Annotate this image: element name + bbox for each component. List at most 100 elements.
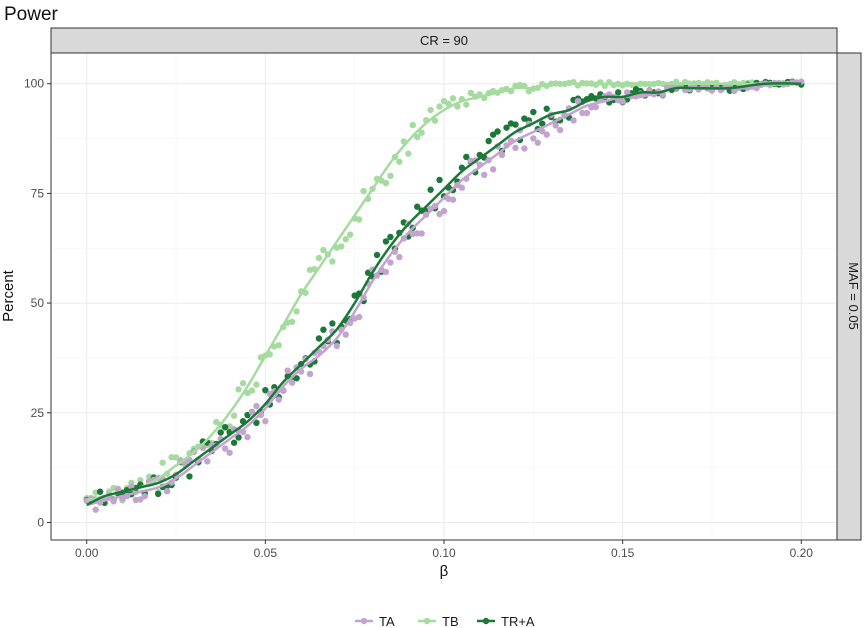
- series-line-TR+A: [86, 82, 802, 507]
- data-point: [418, 230, 425, 237]
- y-tick-label: 75: [31, 186, 45, 200]
- data-point: [619, 98, 626, 105]
- data-point: [342, 331, 349, 338]
- data-point: [440, 207, 448, 215]
- x-tick-label: 0.05: [254, 546, 278, 560]
- data-point: [96, 488, 104, 495]
- data-point: [396, 158, 403, 165]
- legend: TA TB TR+A: [355, 614, 535, 628]
- data-point: [512, 144, 519, 152]
- data-point: [333, 342, 341, 350]
- data-point: [253, 419, 260, 427]
- data-point: [543, 131, 550, 138]
- x-axis-title: β: [440, 563, 449, 580]
- data-point: [221, 423, 229, 431]
- data-point: [355, 313, 363, 321]
- data-point: [186, 473, 193, 480]
- legend-key-point: [482, 617, 490, 625]
- data-point: [275, 341, 282, 349]
- data-point: [262, 418, 269, 425]
- data-point: [467, 89, 474, 97]
- data-point: [574, 97, 582, 105]
- data-point: [530, 108, 537, 116]
- data-point: [382, 179, 390, 187]
- data-point: [512, 121, 519, 128]
- data-point: [288, 379, 296, 386]
- data-point: [463, 153, 470, 161]
- data-point: [539, 120, 546, 127]
- data-point: [141, 493, 148, 500]
- data-point: [427, 186, 434, 193]
- data-point: [275, 396, 282, 403]
- data-point: [239, 380, 247, 387]
- y-tick-label: 0: [37, 515, 44, 529]
- data-point: [159, 459, 166, 466]
- data-point: [449, 95, 457, 102]
- data-point: [163, 488, 171, 495]
- data-point: [382, 238, 390, 245]
- data-point: [436, 103, 443, 110]
- x-tick-label: 0.00: [75, 546, 99, 560]
- data-point: [405, 150, 412, 157]
- data-point: [458, 184, 466, 191]
- data-point: [364, 269, 372, 276]
- data-point: [329, 320, 336, 327]
- data-point: [342, 236, 349, 243]
- data-point: [396, 253, 403, 261]
- facet-strip-top: [50, 27, 838, 54]
- data-point: [320, 326, 327, 333]
- legend-label: TA: [379, 614, 395, 628]
- y-tick-label: 50: [31, 296, 45, 310]
- data-point: [387, 172, 394, 180]
- facet-strip-right-label: MAF = 0.05: [846, 262, 861, 330]
- data-point: [556, 126, 564, 134]
- data-point: [489, 131, 497, 138]
- data-point: [248, 408, 256, 416]
- data-point: [382, 268, 390, 276]
- data-point: [226, 449, 233, 456]
- data-point: [431, 117, 439, 124]
- data-point: [414, 203, 421, 210]
- data-point: [418, 129, 425, 136]
- data-point: [414, 133, 421, 141]
- data-point: [592, 103, 600, 111]
- data-point: [387, 259, 394, 266]
- data-point: [503, 124, 510, 131]
- data-point: [427, 106, 434, 114]
- data-point: [552, 122, 559, 129]
- data-point: [253, 402, 260, 410]
- data-point: [373, 251, 381, 259]
- data-point: [485, 137, 492, 145]
- data-point: [614, 89, 622, 96]
- x-tick-label: 0.10: [432, 546, 456, 560]
- data-point: [204, 458, 211, 465]
- data-point: [436, 176, 443, 184]
- data-point: [217, 429, 224, 436]
- x-axis: 0.00 0.05 0.10 0.15 0.20: [75, 540, 813, 560]
- data-point: [498, 151, 506, 159]
- data-point: [154, 490, 162, 498]
- data-point: [306, 370, 314, 378]
- facet-strip-right: [836, 52, 862, 541]
- data-point: [315, 254, 323, 262]
- data-point: [235, 386, 242, 393]
- data-point: [463, 101, 470, 108]
- data-point: [92, 506, 99, 513]
- data-point: [293, 375, 300, 382]
- data-point: [288, 318, 296, 325]
- data-point: [360, 187, 367, 195]
- smooth-lines: [86, 82, 802, 507]
- data-point: [414, 230, 421, 237]
- data-point: [355, 216, 363, 223]
- data-point: [230, 412, 238, 419]
- data-point: [293, 308, 300, 315]
- data-point: [534, 139, 541, 146]
- data-point: [489, 166, 497, 173]
- data-point: [284, 367, 291, 374]
- legend-label: TR+A: [501, 614, 535, 628]
- legend-key-point: [360, 617, 368, 625]
- data-point: [338, 243, 345, 250]
- data-point: [347, 231, 354, 238]
- data-point: [494, 128, 501, 135]
